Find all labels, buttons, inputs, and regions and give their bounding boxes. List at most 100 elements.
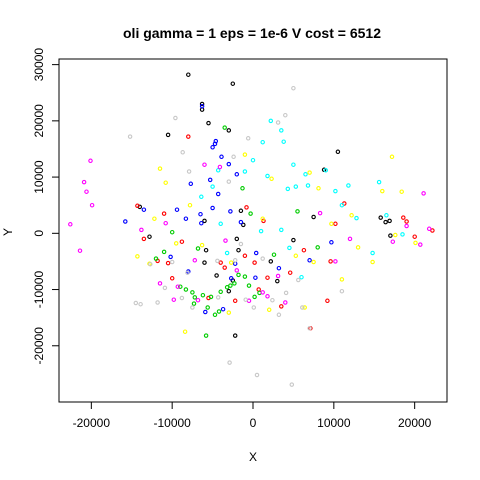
data-point xyxy=(305,183,311,188)
data-point xyxy=(153,256,159,261)
data-point xyxy=(271,252,277,257)
plot-title: oli gamma = 1 eps = 1e-6 V cost = 6512 xyxy=(123,25,381,41)
data-point xyxy=(260,139,265,145)
data-point xyxy=(169,259,175,265)
data-point xyxy=(250,157,256,163)
data-point xyxy=(276,265,282,271)
data-point xyxy=(283,290,289,296)
data-point xyxy=(190,290,195,295)
data-point xyxy=(265,173,270,179)
data-point xyxy=(191,301,197,306)
y-axis-label: Y xyxy=(1,228,15,236)
data-point xyxy=(270,297,275,303)
x-axis: -20000 -10000 0 10000 20000 xyxy=(73,401,432,430)
data-point xyxy=(148,261,153,267)
data-point xyxy=(223,238,228,243)
data-point xyxy=(252,294,257,300)
data-point xyxy=(195,297,201,303)
data-point xyxy=(232,333,238,338)
data-point xyxy=(135,254,140,259)
data-point xyxy=(253,275,258,280)
data-point xyxy=(218,221,223,227)
data-point xyxy=(275,120,281,125)
data-point xyxy=(295,209,300,214)
data-point xyxy=(299,274,304,280)
data-point xyxy=(161,249,167,255)
data-point xyxy=(202,260,207,265)
data-point xyxy=(269,176,274,182)
data-point xyxy=(168,254,173,260)
data-point xyxy=(329,221,334,227)
data-point xyxy=(226,288,232,294)
data-point xyxy=(183,287,189,292)
data-point xyxy=(244,205,249,210)
data-point xyxy=(169,276,175,281)
data-point xyxy=(199,220,204,226)
data-point xyxy=(315,245,320,250)
data-point xyxy=(349,213,354,218)
data-point xyxy=(248,211,253,216)
x-axis-label: X xyxy=(249,450,257,464)
data-point xyxy=(241,222,246,228)
data-point xyxy=(182,329,188,334)
data-point xyxy=(300,305,305,310)
data-point xyxy=(279,227,284,233)
data-point xyxy=(333,188,338,194)
data-point xyxy=(242,169,248,174)
data-point xyxy=(243,297,248,302)
data-point xyxy=(254,372,260,378)
data-point xyxy=(287,270,293,275)
data-point xyxy=(139,227,144,233)
data-point xyxy=(222,125,227,130)
data-point xyxy=(216,309,222,314)
data-point xyxy=(265,294,270,299)
data-point xyxy=(215,191,221,197)
data-point xyxy=(77,248,83,253)
data-point xyxy=(200,292,206,298)
data-point xyxy=(135,203,140,209)
data-point xyxy=(192,295,198,300)
data-point xyxy=(418,242,423,247)
data-point xyxy=(380,188,385,194)
data-point xyxy=(218,260,223,265)
data-point xyxy=(224,250,230,256)
data-point xyxy=(138,301,143,307)
data-point xyxy=(141,236,147,242)
data-point xyxy=(260,216,265,221)
data-point xyxy=(215,258,220,264)
y-tick-label: -10000 xyxy=(32,271,46,309)
data-point xyxy=(370,259,375,265)
x-tick-label: -20000 xyxy=(73,416,111,430)
data-point xyxy=(279,128,284,133)
data-point xyxy=(266,307,272,313)
data-point xyxy=(178,284,183,289)
data-point xyxy=(388,233,393,238)
data-point xyxy=(175,284,181,289)
data-point xyxy=(279,304,284,309)
data-point xyxy=(230,81,236,86)
data-point xyxy=(226,179,232,184)
data-point xyxy=(291,162,296,167)
data-point xyxy=(210,205,215,211)
data-point xyxy=(203,309,208,315)
data-point xyxy=(301,247,307,253)
data-point xyxy=(199,242,205,248)
data-point xyxy=(187,202,193,208)
x-tick-label: 10000 xyxy=(317,416,351,430)
data-point xyxy=(133,300,139,306)
data-point xyxy=(199,194,204,200)
data-point xyxy=(251,305,257,310)
data-point xyxy=(283,300,288,305)
data-point xyxy=(220,306,226,312)
data-point xyxy=(347,236,353,242)
data-point xyxy=(245,136,251,141)
data-point xyxy=(287,245,292,251)
y-tick-label: 10000 xyxy=(32,160,46,194)
data-point xyxy=(186,72,191,77)
data-point xyxy=(207,177,213,183)
data-point xyxy=(412,234,417,239)
data-point xyxy=(232,258,238,263)
data-point xyxy=(186,169,192,174)
data-point xyxy=(238,208,244,214)
data-point xyxy=(155,300,160,305)
